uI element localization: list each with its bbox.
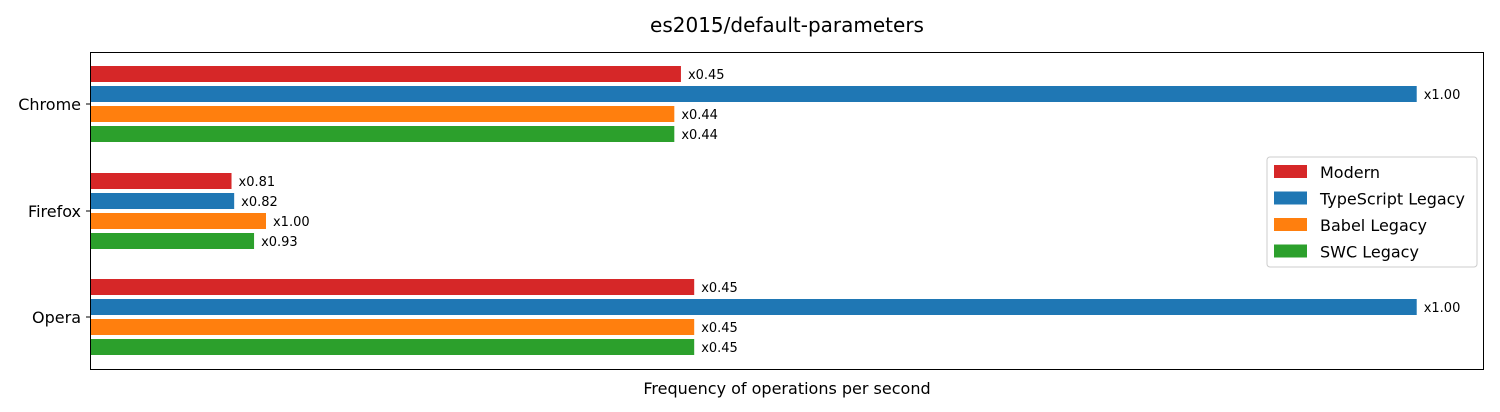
data-label-chrome-swc-legacy: x0.44 — [681, 128, 718, 143]
bar-firefox-modern — [91, 173, 232, 189]
data-label-chrome-typescript-legacy: x1.00 — [1424, 88, 1461, 103]
legend-label-typescript-legacy: TypeScript Legacy — [1319, 190, 1465, 209]
bar-firefox-babel-legacy — [91, 213, 266, 229]
bar-opera-modern — [91, 279, 695, 295]
data-label-firefox-modern: x0.81 — [239, 175, 276, 190]
bars-layer: x0.45 x1.00 x0.44 x0.44 x0.81 x0.82 x1.00 x0.93… — [91, 66, 1460, 356]
y-axis: Chrome Firefox Opera — [18, 95, 91, 327]
bar-opera-babel-legacy — [91, 319, 695, 335]
legend-swatch-typescript-legacy — [1274, 191, 1307, 205]
bar-firefox-swc-legacy — [91, 233, 255, 249]
bar-firefox-typescript-legacy — [91, 193, 235, 209]
y-tick-label-chrome: Chrome — [18, 95, 81, 114]
bar-opera-typescript-legacy — [91, 299, 1417, 315]
data-label-opera-modern: x0.45 — [701, 281, 738, 296]
data-label-opera-typescript-legacy: x1.00 — [1424, 301, 1461, 316]
legend-frame — [1266, 156, 1478, 268]
bar-chrome-typescript-legacy — [91, 86, 1417, 102]
legend-swatch-babel-legacy — [1274, 218, 1307, 231]
bar-opera-swc-legacy — [91, 339, 695, 355]
bar-chrome-modern — [91, 66, 681, 82]
bar-chrome-swc-legacy — [91, 126, 675, 142]
data-label-firefox-swc-legacy: x0.93 — [261, 235, 298, 250]
y-tick-label-firefox: Firefox — [28, 202, 81, 221]
legend-swatch-swc-legacy — [1274, 244, 1307, 258]
legend-label-swc-legacy: SWC Legacy — [1320, 243, 1419, 262]
chart-title: es2015/default-parameters — [650, 13, 924, 37]
data-label-firefox-babel-legacy: x1.00 — [273, 215, 310, 230]
legend-label-modern: Modern — [1320, 163, 1380, 182]
x-axis-label: Frequency of operations per second — [643, 379, 930, 398]
legend-label-babel-legacy: Babel Legacy — [1320, 216, 1427, 235]
bar-chrome-babel-legacy — [91, 106, 675, 122]
data-label-opera-swc-legacy: x0.45 — [701, 341, 738, 356]
data-label-chrome-modern: x0.45 — [688, 68, 725, 83]
legend[interactable]: Modern TypeScript Legacy Babel Legacy SWC L… — [1266, 156, 1478, 268]
y-tick-label-opera: Opera — [32, 308, 81, 327]
data-label-opera-babel-legacy: x0.45 — [701, 321, 738, 336]
legend-swatch-modern — [1274, 165, 1307, 178]
data-label-firefox-typescript-legacy: x0.82 — [241, 195, 278, 210]
data-label-chrome-babel-legacy: x0.44 — [681, 108, 718, 123]
